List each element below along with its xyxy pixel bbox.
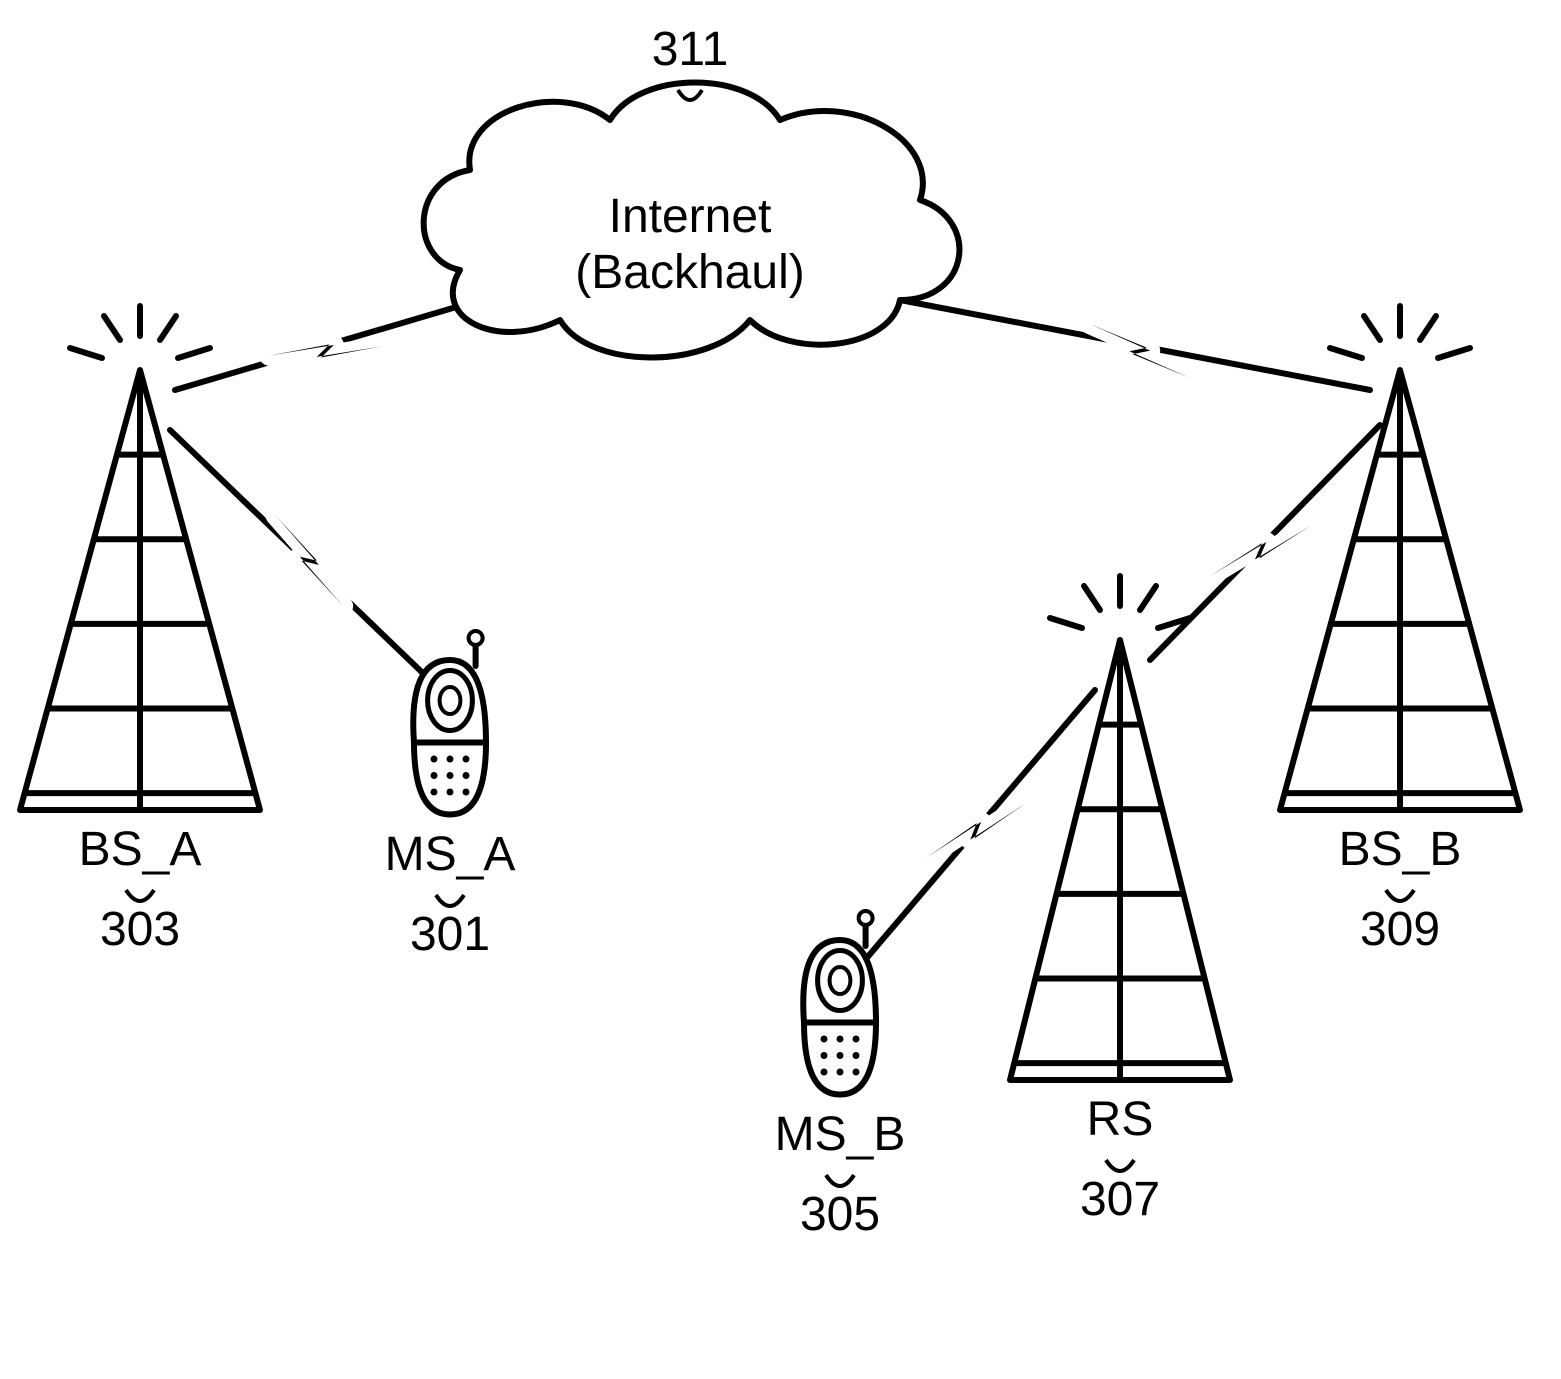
ref-tick-icon <box>1106 1160 1134 1171</box>
ms_b-label: MS_B <box>775 1108 906 1161</box>
bs_a-ref: 303 <box>100 903 180 956</box>
edge-0 <box>175 300 480 390</box>
bs_b-ref: 309 <box>1360 903 1440 956</box>
cloud-text1: Internet <box>609 190 772 243</box>
wireless-bolt-icon <box>926 784 1025 877</box>
bs_b-label: BS_B <box>1339 823 1462 876</box>
cloud-ref: 311 <box>652 23 729 76</box>
phone-screen-icon <box>818 951 863 1011</box>
bs_a: BS_A 303 <box>20 306 260 956</box>
ref-tick-icon <box>826 1175 854 1186</box>
ms_a-ref: 301 <box>410 908 490 961</box>
ms_a: MS_A 301 <box>385 631 516 961</box>
internet-cloud: Internet(Backhaul) 311 <box>424 23 960 358</box>
bs_b: BS_B 309 <box>1280 306 1520 956</box>
phone-screen-icon <box>428 671 473 731</box>
wireless-bolt-icon <box>269 322 382 381</box>
ms_b: MS_B 305 <box>775 911 906 1241</box>
ms_b-ref: 305 <box>800 1188 880 1241</box>
rs-label: RS <box>1087 1093 1154 1146</box>
edges-layer <box>170 300 1380 960</box>
edge-2 <box>900 300 1370 390</box>
cloud-text2: (Backhaul) <box>575 246 804 299</box>
bs_a-label: BS_A <box>79 823 202 876</box>
ms_a-label: MS_A <box>385 828 516 881</box>
ref-tick-icon <box>436 895 464 906</box>
rs-ref: 307 <box>1080 1173 1160 1226</box>
rs: RS 307 <box>1010 576 1230 1226</box>
ref-tick-icon <box>126 890 154 901</box>
ref-tick-icon <box>1386 890 1414 901</box>
